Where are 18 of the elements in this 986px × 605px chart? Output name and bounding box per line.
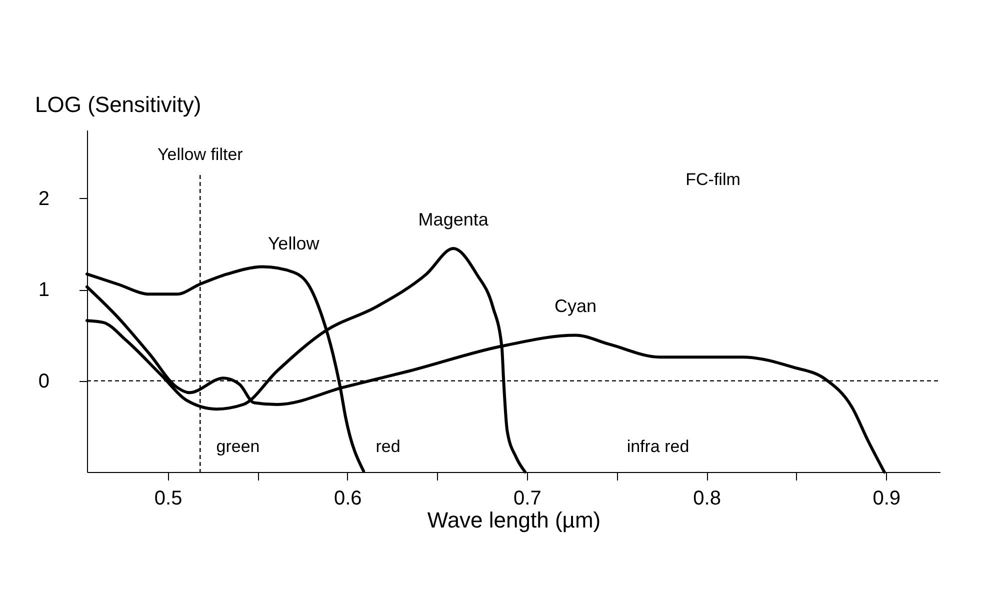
x-tick-label: 0.9	[872, 488, 901, 510]
y-tick-label: 1	[38, 279, 50, 302]
series-label: Magenta	[418, 210, 490, 230]
series-label: Yellow	[268, 233, 320, 254]
series-label: Cyan	[554, 296, 596, 316]
y-axis-title: LOG (Sensitivity)	[35, 92, 202, 117]
x-tick-label: 0.6	[334, 488, 362, 510]
x-tick-label: 0.7	[514, 488, 542, 510]
ref-line-label: Yellow filter	[157, 145, 244, 164]
annotation: green	[216, 437, 260, 456]
annotation: FC-film	[686, 170, 740, 189]
y-tick-label: 0	[38, 370, 50, 392]
x-tick-label: 0.8	[693, 488, 721, 510]
x-axis-title: Wave length (µm)	[427, 508, 601, 532]
x-tick-label: 0.5	[154, 488, 182, 510]
annotation: red	[376, 437, 400, 456]
y-tick-label: 2	[38, 188, 50, 210]
annotation: infra red	[626, 437, 690, 456]
